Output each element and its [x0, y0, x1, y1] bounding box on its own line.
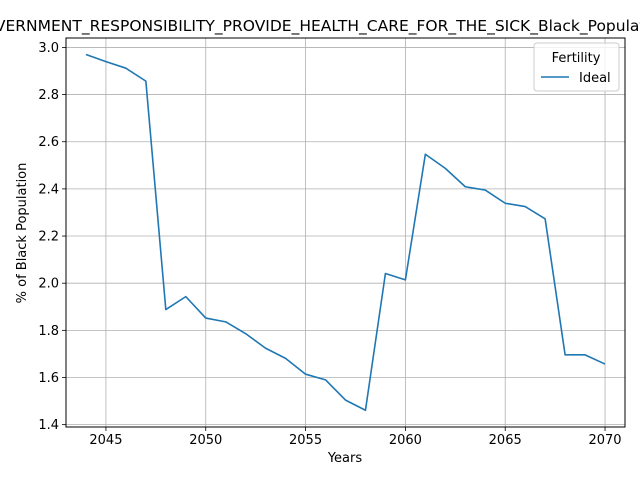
- chart-title: GOVERNMENT_RESPONSIBILITY_PROVIDE_HEALTH…: [0, 17, 640, 36]
- y-tick-label: 3.0: [38, 41, 59, 56]
- x-tick-label: 2070: [588, 433, 621, 448]
- y-tick-label: 1.4: [38, 418, 59, 433]
- series-layer: [85, 53, 606, 412]
- legend: Fertility Ideal: [533, 42, 620, 92]
- x-tick-label: 2045: [89, 433, 122, 448]
- x-tick-label: 2065: [489, 433, 522, 448]
- y-tick-label: 2.6: [38, 135, 59, 150]
- y-tick-label: 2.8: [38, 88, 59, 103]
- x-tick-label: 2060: [389, 433, 422, 448]
- legend-label-ideal: Ideal: [579, 71, 611, 86]
- y-tick-label: 1.8: [38, 324, 59, 339]
- x-tick-label: 2050: [189, 433, 222, 448]
- axes-frame: [65, 37, 626, 428]
- y-tick-label: 2.0: [38, 277, 59, 292]
- y-axis-label: % of Black Population: [15, 163, 30, 304]
- x-tick-label: 2055: [289, 433, 322, 448]
- grid-lines: [66, 38, 625, 427]
- series-line-ideal: [85, 53, 606, 412]
- x-axis-ticks: 2045 2050 2055 2060 2065 2070: [89, 427, 622, 448]
- y-tick-label: 1.6: [38, 371, 59, 386]
- y-axis-ticks: 1.4 1.6 1.8 2.0 2.2 2.4 2.6 2.8 3.0: [38, 41, 66, 433]
- legend-title: Fertility: [552, 51, 601, 66]
- legend-box: [533, 42, 620, 92]
- x-axis-label: Years: [327, 451, 363, 466]
- y-tick-label: 2.2: [38, 230, 59, 245]
- y-tick-label: 2.4: [38, 182, 59, 197]
